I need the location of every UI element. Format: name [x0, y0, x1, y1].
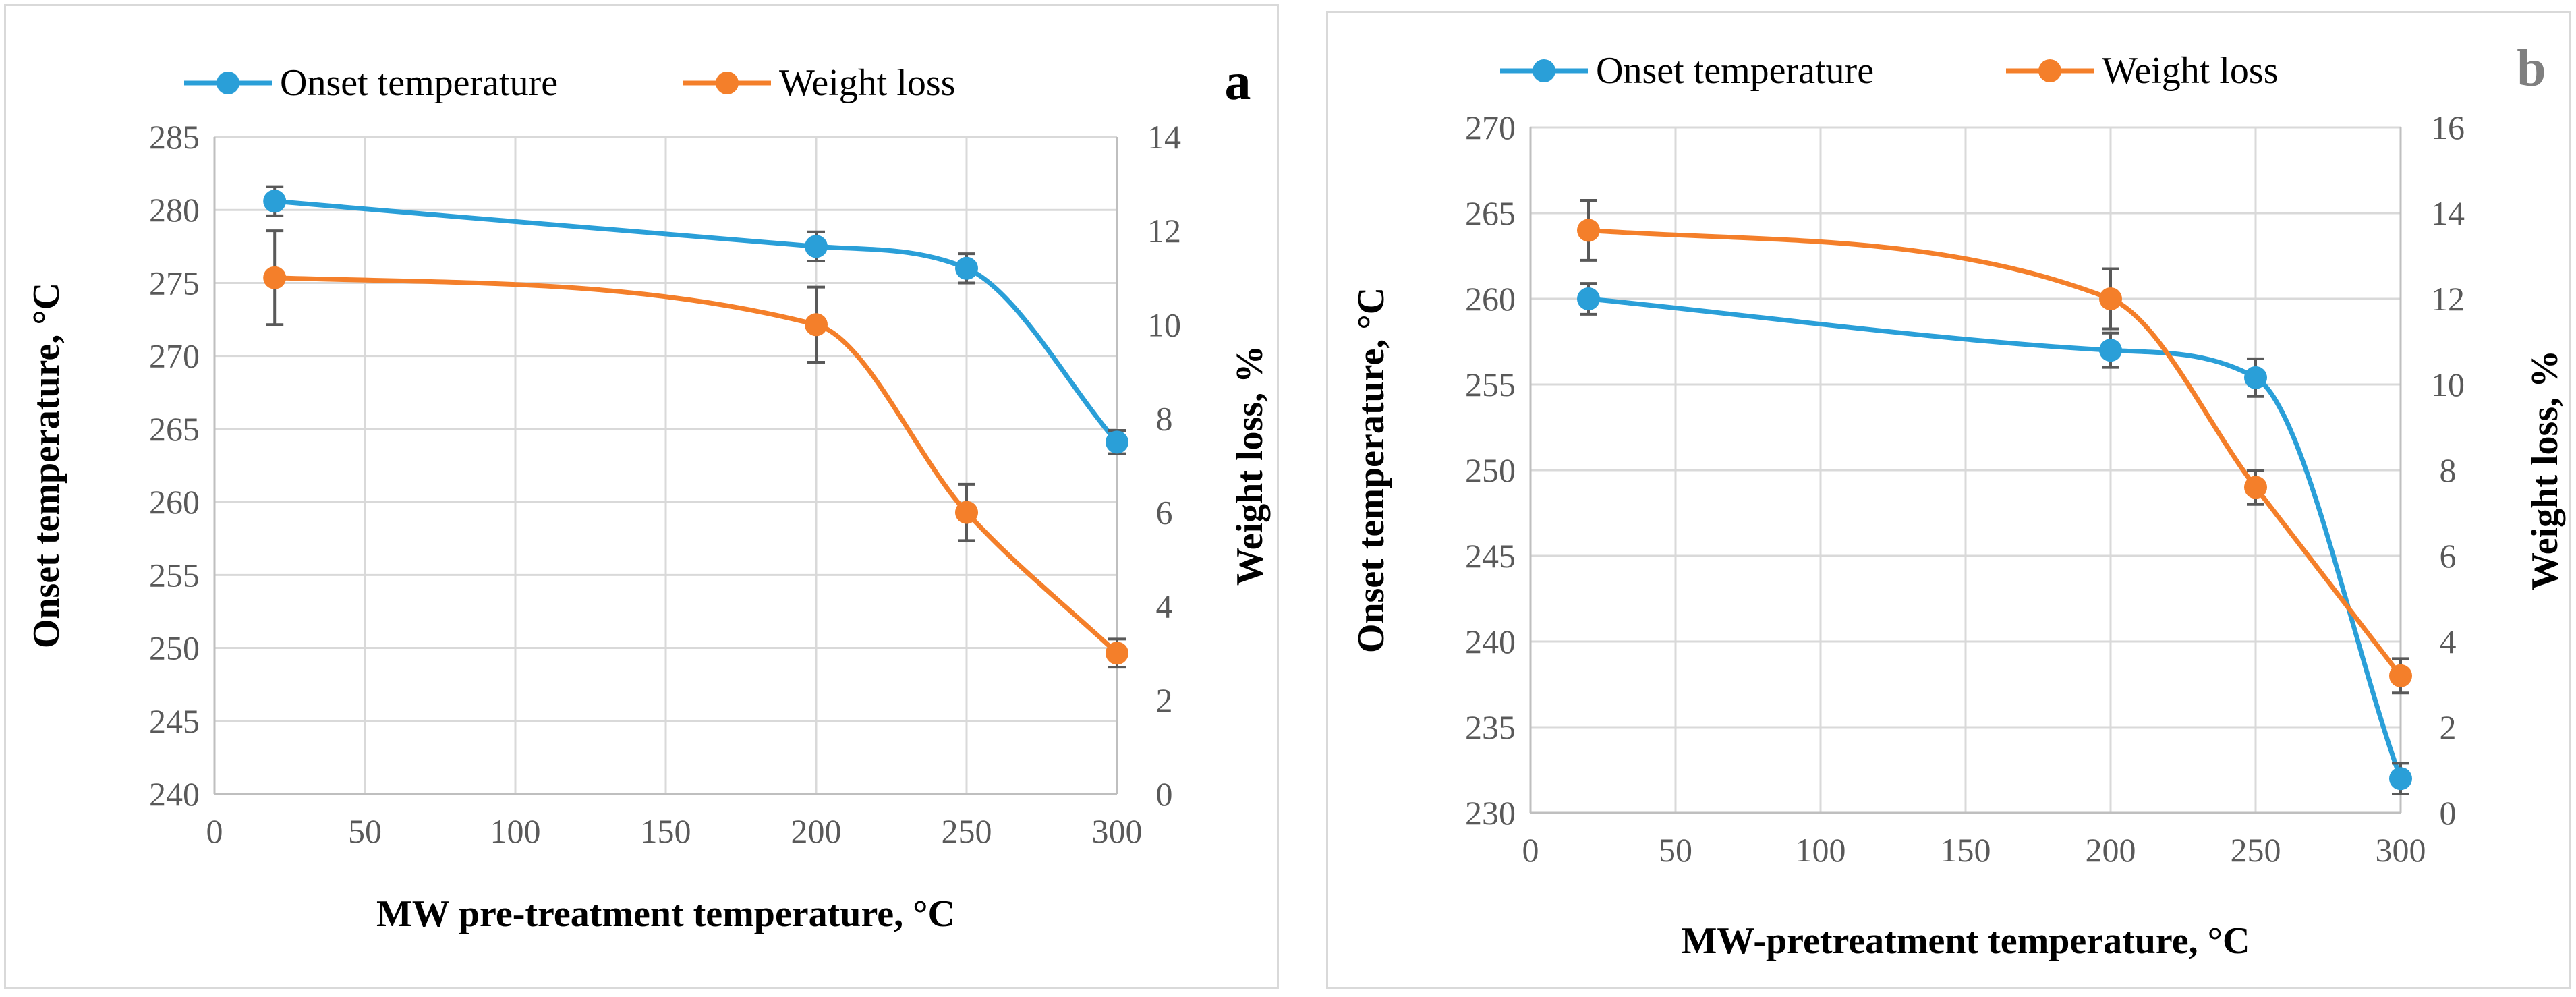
y-axis-title: Onset temperature, °C	[1350, 287, 1392, 653]
y-tick-label: 280	[149, 191, 200, 229]
weight-loss-data-point	[1106, 642, 1128, 665]
weight-loss-data-point	[955, 501, 978, 524]
x-axis-title: MW-pretreatment temperature, °C	[1682, 920, 2250, 962]
weight-loss-data-point	[1577, 219, 1600, 242]
legend-onset-label: Onset temperature	[1596, 50, 1874, 92]
y-tick-label: 235	[1465, 708, 1516, 746]
weight-loss-series-line	[275, 275, 1119, 655]
x-tick-label: 150	[641, 812, 691, 850]
y2-tick-label: 12	[2431, 280, 2465, 318]
onset-series-line	[274, 198, 1119, 444]
y-tick-label: 270	[149, 337, 200, 375]
y2-tick-label: 6	[1156, 494, 1173, 532]
y-tick-label: 260	[1465, 280, 1516, 318]
panel-label: b	[2517, 38, 2546, 97]
onset-data-point	[805, 235, 828, 258]
y2-tick-label: 4	[1156, 588, 1173, 625]
y2-tick-label: 14	[1147, 118, 1181, 156]
x-tick-label: 300	[2376, 831, 2426, 869]
y-tick-label: 270	[1465, 109, 1516, 146]
x-tick-label: 250	[942, 812, 992, 850]
weight-loss-data-point	[263, 266, 287, 289]
y2-tick-label: 4	[2440, 623, 2457, 660]
onset-data-point	[263, 190, 287, 213]
legend-onset-marker	[217, 72, 239, 94]
y-tick-label: 255	[149, 556, 200, 594]
chart-b-canvas: 230 235 240 245 250 255 260 265 270 0 2 4 6 8 10 12 14 16…	[1350, 38, 2566, 962]
weight-loss-data-point	[805, 313, 828, 337]
y-tick-label: 265	[149, 410, 200, 448]
y-tick-label: 265	[1465, 194, 1516, 232]
y2-axis-title: Weight loss, %	[2524, 350, 2566, 590]
weight-loss-data-point	[2244, 476, 2267, 499]
x-tick-label: 150	[1941, 831, 1991, 869]
y-axis-title: Onset temperature, °C	[26, 283, 67, 648]
legend-onset-label: Onset temperature	[280, 62, 558, 104]
y-tick-label: 240	[1465, 623, 1516, 660]
x-tick-label: 0	[1522, 831, 1539, 869]
legend-weight-loss-label: Weight loss	[2102, 50, 2279, 92]
x-tick-label: 50	[1659, 831, 1692, 869]
x-tick-label: 250	[2231, 831, 2281, 869]
weight-loss-data-point	[2389, 664, 2412, 687]
x-tick-label: 0	[206, 812, 223, 850]
y-tick-label: 285	[149, 118, 200, 156]
y-tick-label: 250	[149, 629, 200, 667]
chart-a-canvas: 240 245 250 255 260 265 270 275 280 285 0 2 4 6 8 10 12 1…	[26, 52, 1271, 935]
weight-loss-data-point	[2099, 287, 2122, 310]
onset-data-point	[2099, 339, 2122, 362]
y-tick-label: 255	[1465, 366, 1516, 403]
y-tick-label: 260	[149, 483, 200, 521]
x-axis-title: MW pre-treatment temperature, °C	[376, 893, 955, 935]
onset-data-point	[1106, 430, 1128, 454]
y2-axis-title: Weight loss, %	[1229, 345, 1271, 586]
y2-tick-label: 16	[2431, 109, 2465, 146]
x-tick-label: 200	[791, 812, 842, 850]
chart-panel-a: 240 245 250 255 260 265 270 275 280 285 0 2 4 6 8 10 12 1…	[4, 4, 1279, 989]
y-tick-label: 250	[1465, 451, 1516, 489]
onset-data-point	[2244, 366, 2267, 389]
y2-tick-label: 0	[2440, 794, 2457, 832]
y2-tick-label: 2	[2440, 708, 2457, 746]
y2-tick-label: 0	[1156, 775, 1173, 813]
x-tick-label: 100	[490, 812, 541, 850]
panel-label: a	[1225, 52, 1251, 111]
y2-tick-label: 10	[1147, 306, 1181, 343]
x-tick-label: 50	[348, 812, 382, 850]
y-tick-label: 230	[1465, 794, 1516, 832]
y-tick-label: 275	[149, 264, 200, 302]
y-tick-label: 245	[1465, 537, 1516, 575]
onset-data-point	[1577, 287, 1600, 310]
onset-data-point	[2389, 767, 2412, 791]
legend-weight-loss-marker	[2038, 59, 2061, 82]
legend-weight-loss-label: Weight loss	[779, 62, 956, 104]
y2-tick-label: 8	[1156, 399, 1173, 437]
chart-panel-b: 230 235 240 245 250 255 260 265 270 0 2 4 6 8 10 12 14 16…	[1326, 11, 2571, 989]
y2-tick-label: 12	[1147, 212, 1181, 250]
x-tick-label: 100	[1796, 831, 1846, 869]
x-tick-label: 200	[2086, 831, 2136, 869]
y-tick-label: 245	[149, 702, 200, 740]
weight-loss-series-line	[1588, 227, 2403, 677]
x-tick-label: 300	[1092, 812, 1143, 850]
onset-data-point	[955, 256, 978, 280]
y2-tick-label: 6	[2440, 537, 2457, 575]
y2-tick-label: 8	[2440, 451, 2457, 489]
y2-tick-label: 14	[2431, 194, 2465, 232]
y2-tick-label: 10	[2431, 366, 2465, 403]
onset-series-line	[1588, 296, 2403, 780]
legend-onset-marker	[1533, 59, 1555, 82]
legend-weight-loss-marker	[716, 72, 739, 94]
y-tick-label: 240	[149, 775, 200, 813]
y2-tick-label: 2	[1156, 681, 1173, 719]
